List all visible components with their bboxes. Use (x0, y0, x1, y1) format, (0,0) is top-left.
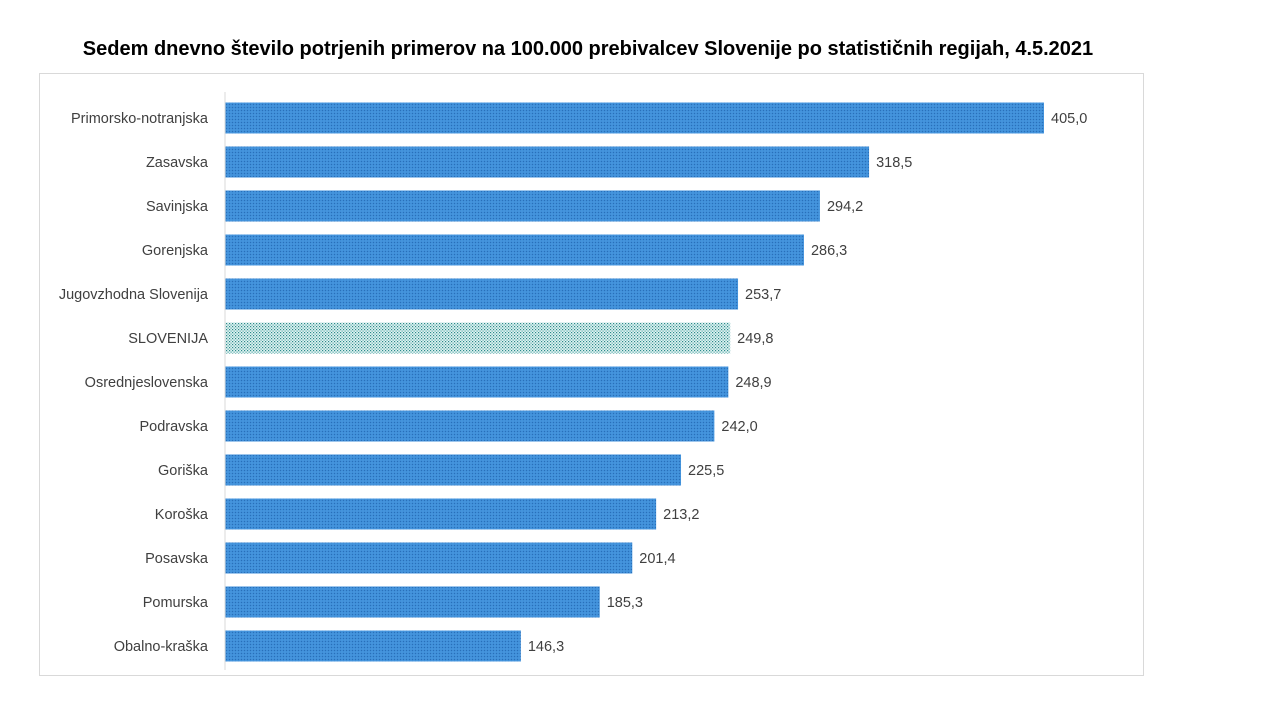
category-label: Posavska (145, 551, 209, 567)
category-label: Podravska (139, 419, 208, 435)
value-label: 146,3 (528, 639, 564, 655)
category-label: Zasavska (146, 155, 209, 171)
value-label: 405,0 (1051, 111, 1087, 127)
category-label: Osrednjeslovenska (85, 375, 209, 391)
value-label: 213,2 (663, 507, 699, 523)
bar (225, 454, 682, 486)
bar (225, 410, 715, 442)
category-label: Pomurska (143, 595, 209, 611)
value-label: 248,9 (735, 375, 771, 391)
category-label: Primorsko-notranjska (71, 111, 209, 127)
category-label: Gorenjska (142, 243, 209, 259)
category-label: Goriška (158, 463, 209, 479)
bar (225, 498, 657, 530)
bar (225, 102, 1044, 134)
value-label: 225,5 (688, 463, 724, 479)
value-label: 286,3 (811, 243, 847, 259)
bar (225, 586, 600, 618)
value-label: 201,4 (639, 551, 675, 567)
value-label: 249,8 (737, 331, 773, 347)
bar-highlight (225, 322, 731, 354)
bar (225, 146, 870, 178)
bar (225, 630, 521, 662)
value-label: 318,5 (876, 155, 912, 171)
bar (225, 234, 804, 266)
value-label: 242,0 (721, 419, 757, 435)
bars-layer: Primorsko-notranjska 405,0 Zasavska 318,5 Sa… (59, 102, 1087, 662)
category-label: Jugovzhodna Slovenija (59, 287, 209, 303)
value-label: 253,7 (745, 287, 781, 303)
bar-chart: Primorsko-notranjska 405,0 Zasavska 318,5 Sa… (59, 92, 1087, 670)
chart-title: Sedem dnevno število potrjenih primerov … (82, 38, 1094, 60)
chart-area: Primorsko-notranjska 405,0 Zasavska 318,5 Sa… (39, 73, 1144, 676)
category-label: Obalno-kraška (114, 639, 209, 655)
bar (225, 190, 820, 222)
value-label: 185,3 (607, 595, 643, 611)
value-label: 294,2 (827, 199, 863, 215)
bar (225, 542, 633, 574)
bar (225, 278, 739, 310)
bar (225, 366, 729, 398)
category-label: Savinjska (146, 199, 209, 215)
category-label: Koroška (155, 507, 209, 523)
category-label: SLOVENIJA (128, 331, 208, 347)
